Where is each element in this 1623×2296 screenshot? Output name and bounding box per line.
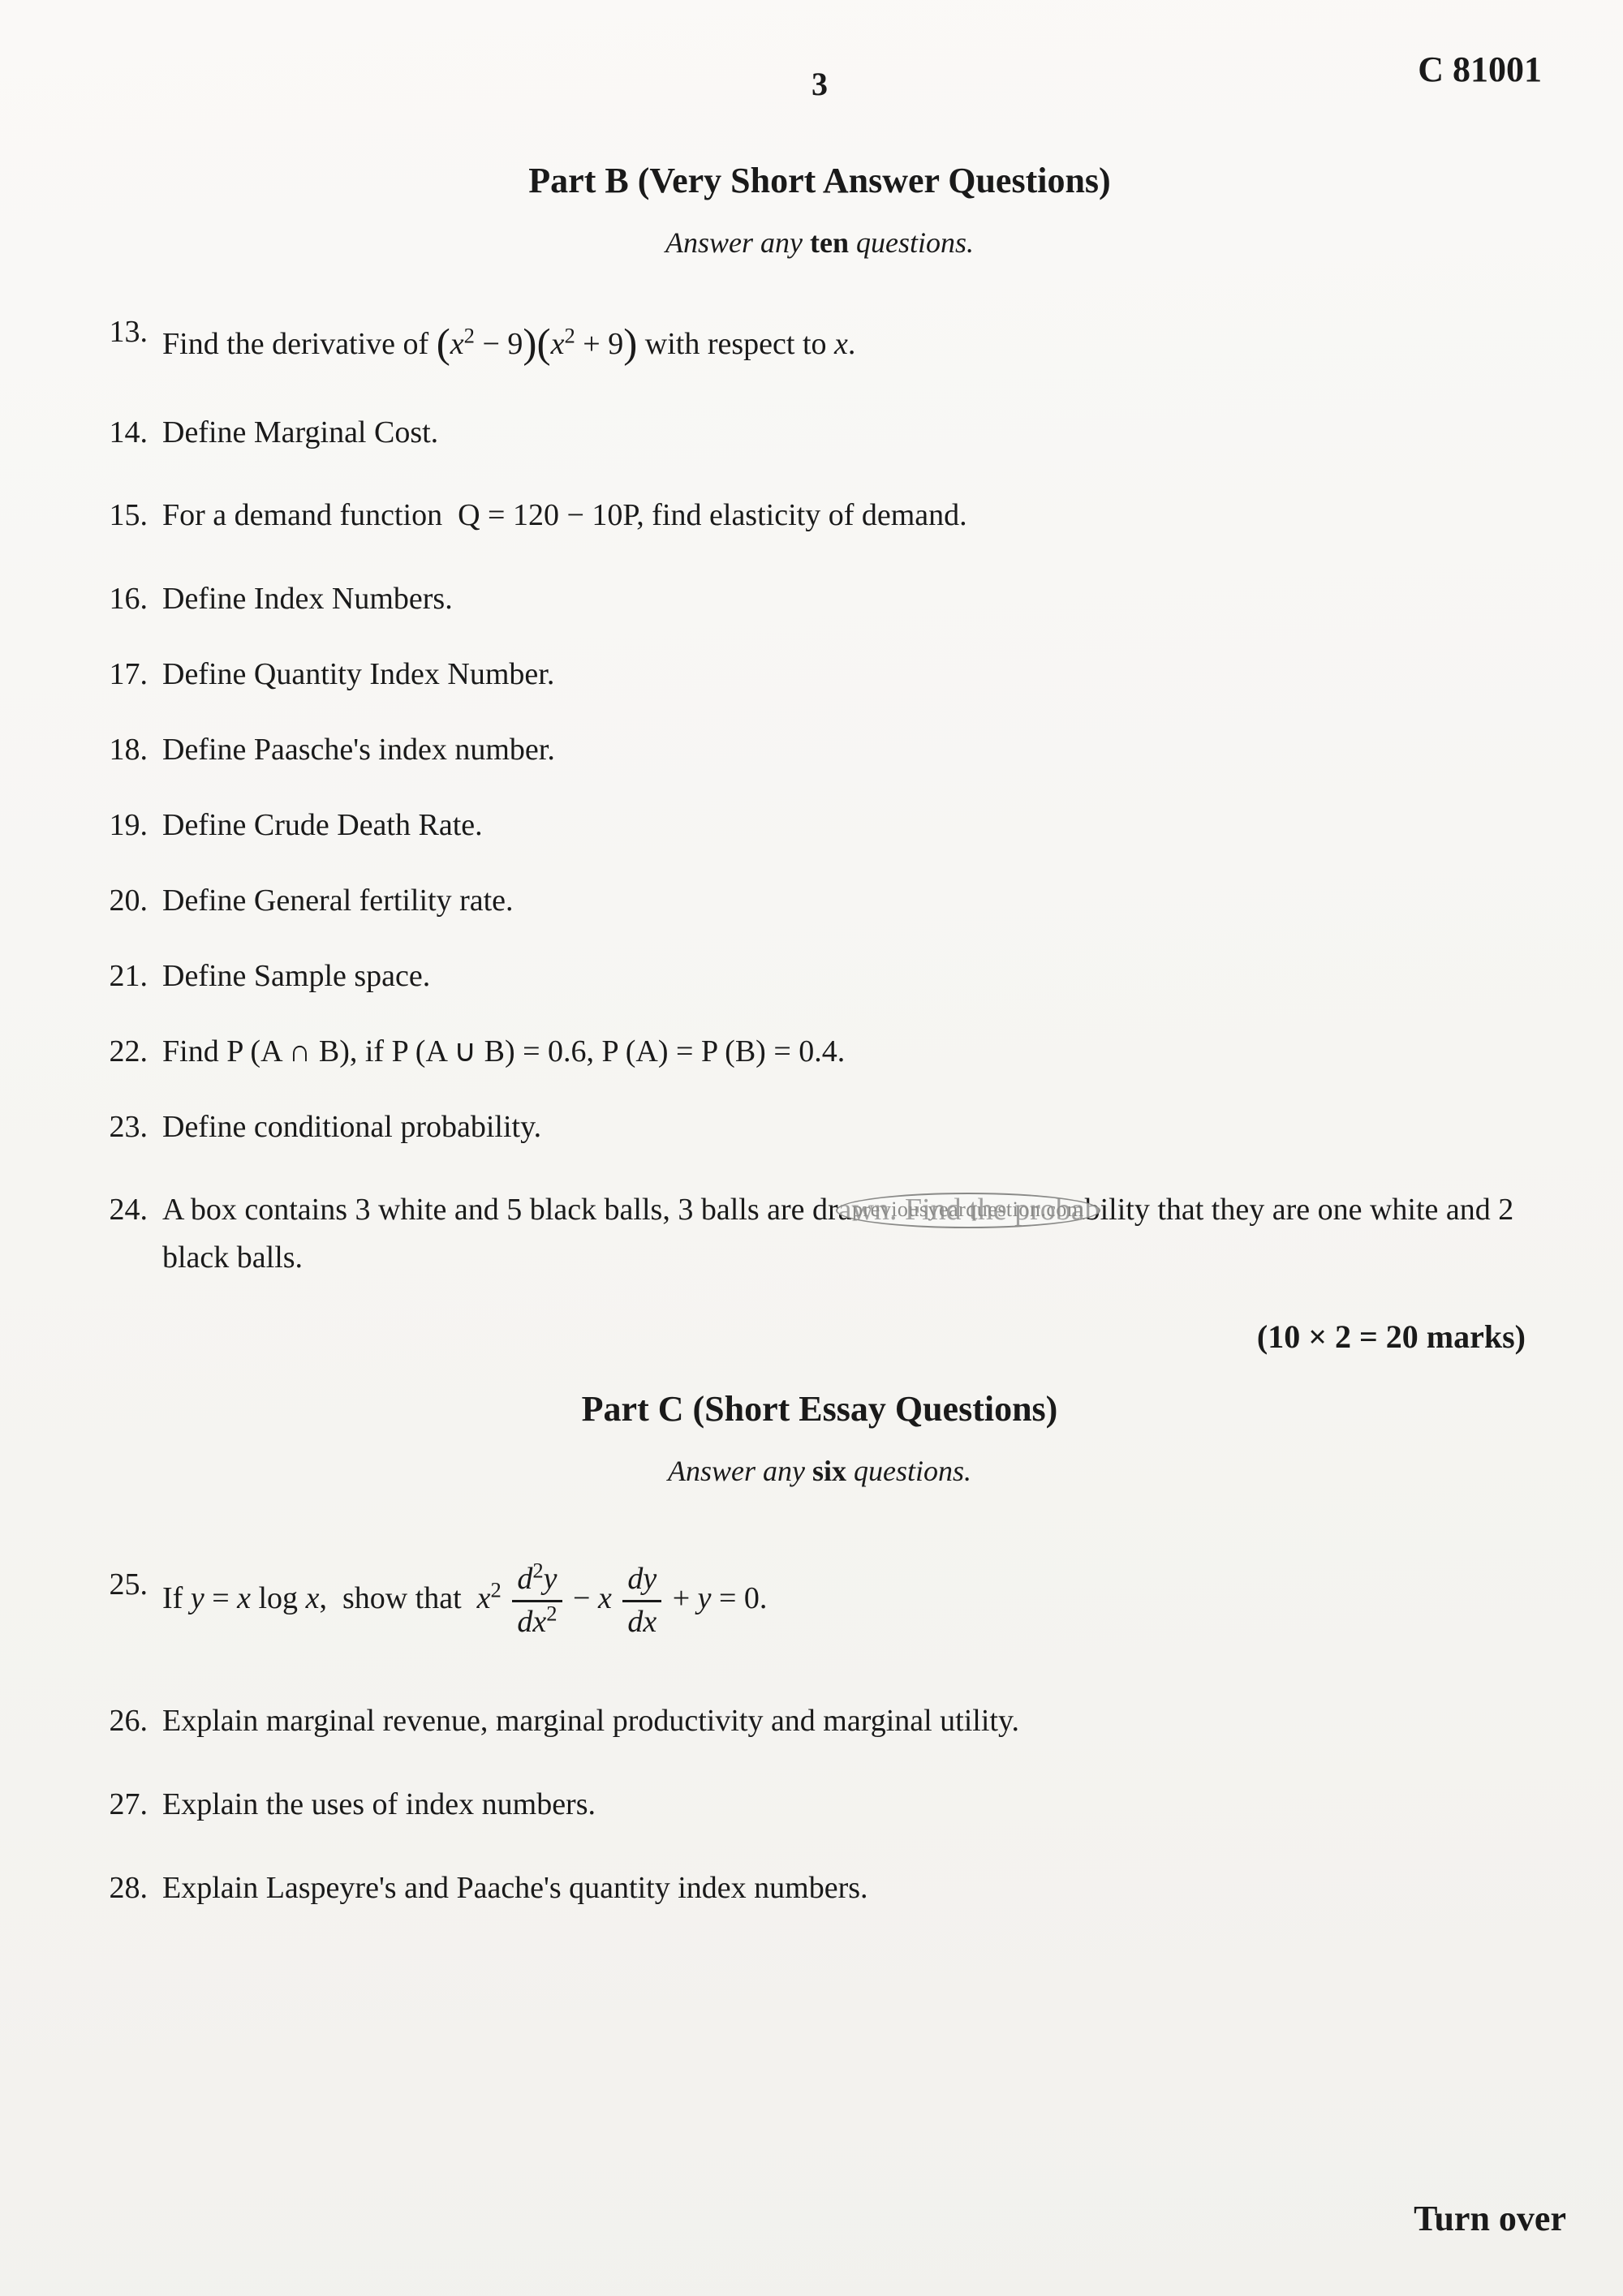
- question-text: Define Paasche's index number.: [162, 726, 1550, 774]
- question-number: 21.: [89, 952, 162, 1000]
- question-number: 16.: [89, 575, 162, 623]
- question-item: 25.If y = x log x, show that x2 d2ydx2 −…: [89, 1561, 1550, 1640]
- exam-code: C 81001: [1418, 49, 1542, 90]
- instruction-suffix: questions.: [846, 1455, 971, 1487]
- question-text: Explain Laspeyre's and Paache's quantity…: [162, 1864, 1550, 1912]
- question-item: 16.Define Index Numbers.: [89, 575, 1550, 623]
- instruction-suffix: questions.: [849, 226, 974, 259]
- question-number: 17.: [89, 651, 162, 699]
- instruction-prefix: Answer any: [668, 1455, 812, 1487]
- part-c-question-list: 25.If y = x log x, show that x2 d2ydx2 −…: [89, 1561, 1550, 1912]
- question-number: 20.: [89, 877, 162, 925]
- question-item: 28.Explain Laspeyre's and Paache's quant…: [89, 1864, 1550, 1912]
- question-item: 23.Define conditional probability.: [89, 1103, 1550, 1151]
- question-number: 26.: [89, 1697, 162, 1745]
- question-number: 22.: [89, 1028, 162, 1076]
- question-text: Define Sample space.: [162, 952, 1550, 1000]
- question-number: 18.: [89, 726, 162, 774]
- part-c-heading: Part C (Short Essay Questions): [89, 1388, 1550, 1430]
- question-text: Define General fertility rate.: [162, 877, 1550, 925]
- question-number: 27.: [89, 1781, 162, 1829]
- question-item: 14.Define Marginal Cost.: [89, 409, 1550, 457]
- question-item: 15.For a demand function Q = 120 − 10P, …: [89, 492, 1550, 540]
- question-number: 23.: [89, 1103, 162, 1151]
- question-text: Explain marginal revenue, marginal produ…: [162, 1697, 1550, 1745]
- instruction-prefix: Answer any: [665, 226, 810, 259]
- part-b-heading: Part B (Very Short Answer Questions): [89, 160, 1550, 201]
- question-text: For a demand function Q = 120 − 10P, fin…: [162, 492, 1550, 540]
- question-number: 13.: [89, 308, 162, 356]
- question-text: Define Index Numbers.: [162, 575, 1550, 623]
- question-text: Define Quantity Index Number.: [162, 651, 1550, 699]
- turn-over: Turn over: [1414, 2198, 1566, 2239]
- question-item: 19.Define Crude Death Rate.: [89, 802, 1550, 849]
- question-text: Define conditional probability.: [162, 1103, 1550, 1151]
- part-b-question-list: 13.Find the derivative of (x2 − 9)(x2 + …: [89, 308, 1550, 1282]
- question-number: 15.: [89, 492, 162, 540]
- question-number: 24.: [89, 1186, 162, 1234]
- question-number: 14.: [89, 409, 162, 457]
- question-item: 26.Explain marginal revenue, marginal pr…: [89, 1697, 1550, 1745]
- question-item: 13.Find the derivative of (x2 − 9)(x2 + …: [89, 308, 1550, 373]
- question-item: 18.Define Paasche's index number.: [89, 726, 1550, 774]
- question-text: If y = x log x, show that x2 d2ydx2 − x …: [162, 1561, 1550, 1640]
- question-text: Find P (A ∩ B), if P (A ∪ B) = 0.6, P (A…: [162, 1028, 1550, 1076]
- watermark: previousyearquestion.com: [836, 1193, 1100, 1228]
- question-text: Define Crude Death Rate.: [162, 802, 1550, 849]
- part-c-instruction: Answer any six questions.: [89, 1454, 1550, 1488]
- question-text: Explain the uses of index numbers.: [162, 1781, 1550, 1829]
- question-item: 17.Define Quantity Index Number.: [89, 651, 1550, 699]
- page-number: 3: [89, 65, 1550, 103]
- part-b-instruction: Answer any ten questions.: [89, 226, 1550, 260]
- question-item: 22.Find P (A ∩ B), if P (A ∪ B) = 0.6, P…: [89, 1028, 1550, 1076]
- question-item: 20.Define General fertility rate.: [89, 877, 1550, 925]
- instruction-count: ten: [810, 226, 849, 259]
- question-item: 27.Explain the uses of index numbers.: [89, 1781, 1550, 1829]
- question-number: 19.: [89, 802, 162, 849]
- instruction-count: six: [812, 1455, 846, 1487]
- part-b-marks: (10 × 2 = 20 marks): [89, 1318, 1550, 1356]
- question-number: 28.: [89, 1864, 162, 1912]
- question-text: Find the derivative of (x2 − 9)(x2 + 9) …: [162, 308, 1550, 373]
- question-text: Define Marginal Cost.: [162, 409, 1550, 457]
- question-number: 25.: [89, 1561, 162, 1609]
- question-item: 24.A box contains 3 white and 5 black ba…: [89, 1186, 1550, 1282]
- question-item: 21.Define Sample space.: [89, 952, 1550, 1000]
